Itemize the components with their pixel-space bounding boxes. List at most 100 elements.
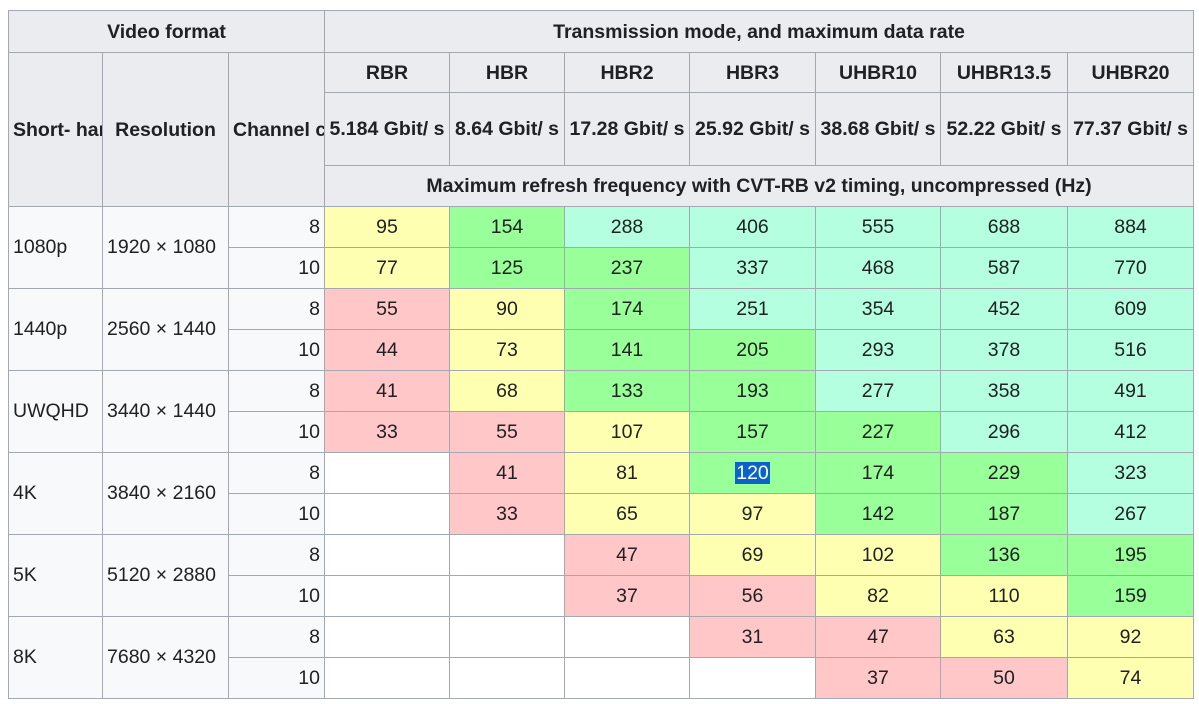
table-row: 1080p 1920 × 1080 8 95 154 288 406 555 688 884 [8,206,1195,289]
refresh-rate-cell: 102 [815,534,941,576]
mode-rate-uhbr10: 38.68 Gbit/ s [815,92,941,166]
refresh-rate-cell: 227 [815,411,941,453]
shorthand-cell-1440p: 1440p [8,288,103,371]
refresh-rate-cell: 468 [815,247,941,289]
mode-name-rbr: RBR [324,52,450,93]
refresh-rate-cell: 267 [1066,493,1195,535]
refresh-rate-cell: 193 [689,370,816,412]
refresh-rate-cell [324,534,450,576]
refresh-rate-cell: 125 [449,247,565,289]
table-row: 5K 5120 × 2880 8 47 69 102 136 195 [8,534,1195,617]
refresh-rate-cell: 688 [940,206,1068,248]
mode-name-hbr2: HBR2 [564,52,690,93]
shorthand-cell-8k: 8K [8,616,103,699]
refresh-rate-cell: 358 [940,370,1068,412]
refresh-rate-cell: 97 [689,493,816,535]
mode-rate-rbr: 5.184 Gbit/ s [324,92,450,166]
table-body: 1080p 1920 × 1080 8 95 154 288 406 555 688 884 10 7… [8,206,1195,699]
color-depth-cell: 8 [228,288,325,330]
refresh-rate-cell [564,616,690,658]
refresh-rate-cell: 37 [564,575,690,617]
shorthand-cell-1080p: 1080p [8,206,103,289]
refresh-rate-cell: 770 [1066,247,1195,289]
refresh-rate-cell: 74 [1066,657,1195,699]
refresh-rate-cell: 293 [815,329,941,371]
refresh-rate-cell: 337 [689,247,816,289]
refresh-rate-cell: 55 [324,288,450,330]
refresh-rate-cell: 37 [815,657,941,699]
shorthand-cell-uwqhd: UWQHD [8,370,103,453]
refresh-rate-cell: 229 [940,452,1068,494]
refresh-rate-cell: 31 [689,616,816,658]
refresh-rate-cell: 68 [449,370,565,412]
refresh-rate-cell: 47 [815,616,941,658]
table-row: 10 77 125 237 337 468 587 770 [9,247,1195,289]
table-row: 4K 3840 × 2160 8 41 81 120 174 229 323 [8,452,1195,535]
refresh-rate-cell: 142 [815,493,941,535]
mode-rate-hbr3: 25.92 Gbit/ s [689,92,816,166]
refresh-rate-cell: 159 [1066,575,1195,617]
resolution-cell: 2560 × 1440 [102,288,229,371]
refresh-rate-cell: 120 [689,452,816,494]
refresh-rate-cell: 412 [1066,411,1195,453]
refresh-rate-cell [449,575,565,617]
refresh-rate-cell: 136 [940,534,1068,576]
color-depth-cell: 8 [228,534,325,576]
refresh-rate-cell: 50 [940,657,1068,699]
refresh-rate-cell: 205 [689,329,816,371]
refresh-rate-cell: 555 [815,206,941,248]
shorthand-header: Short- hand [8,52,103,207]
refresh-rate-cell: 63 [940,616,1068,658]
refresh-rate-cell: 296 [940,411,1068,453]
color-depth-cell: 8 [228,452,325,494]
refresh-rate-cell: 491 [1066,370,1195,412]
refresh-rate-cell: 195 [1066,534,1195,576]
refresh-rate-cell: 41 [449,452,565,494]
refresh-rate-cell: 77 [324,247,450,289]
refresh-rate-cell: 237 [564,247,690,289]
refresh-rate-cell: 33 [324,411,450,453]
refresh-rate-cell: 133 [564,370,690,412]
mode-rate-uhbr13-5: 52.22 Gbit/ s [940,92,1068,166]
selected-text[interactable]: 120 [735,461,770,484]
resolution-cell: 7680 × 4320 [102,616,229,699]
refresh-rate-cell: 141 [564,329,690,371]
mode-name-uhbr10: UHBR10 [815,52,941,93]
resolution-header: Resolution [102,52,229,207]
refresh-rate-cell: 81 [564,452,690,494]
refresh-rate-cell: 406 [689,206,816,248]
mode-name-hbr3: HBR3 [689,52,816,93]
refresh-rate-cell: 95 [324,206,450,248]
refresh-rate-cell: 452 [940,288,1068,330]
color-depth-cell: 10 [228,657,325,699]
color-depth-cell: 10 [228,247,325,289]
refresh-rate-cell: 73 [449,329,565,371]
refresh-rate-cell [564,657,690,699]
refresh-rate-cell: 277 [815,370,941,412]
refresh-rate-cell: 110 [940,575,1068,617]
refresh-rate-cell: 174 [564,288,690,330]
table-row: 8K 7680 × 4320 8 31 47 63 92 [8,616,1195,699]
refresh-rate-cell: 354 [815,288,941,330]
table-row: 10 44 73 141 205 293 378 516 [9,329,1195,371]
table-row: 10 37 56 82 110 159 [9,575,1195,617]
refresh-rate-cell: 516 [1066,329,1195,371]
resolution-cell: 3440 × 1440 [102,370,229,453]
refresh-rate-cell: 82 [815,575,941,617]
mode-rate-hbr: 8.64 Gbit/ s [449,92,565,166]
resolution-cell: 5120 × 2880 [102,534,229,617]
shorthand-cell-4k: 4K [8,452,103,535]
refresh-rate-cell: 65 [564,493,690,535]
mode-name-uhbr13-5: UHBR13.5 [940,52,1068,93]
refresh-rate-cell: 378 [940,329,1068,371]
resolution-cell: 1920 × 1080 [102,206,229,289]
color-depth-cell: 10 [228,329,325,371]
resolution-cell: 3840 × 2160 [102,452,229,535]
refresh-rate-cell: 187 [940,493,1068,535]
video-format-header: Video format [8,10,325,53]
mode-name-hbr: HBR [449,52,565,93]
refresh-rate-cell [324,657,450,699]
refresh-rate-cell: 323 [1066,452,1195,494]
refresh-rate-cell: 609 [1066,288,1195,330]
table-row: 10 33 55 107 157 227 296 412 [9,411,1195,453]
